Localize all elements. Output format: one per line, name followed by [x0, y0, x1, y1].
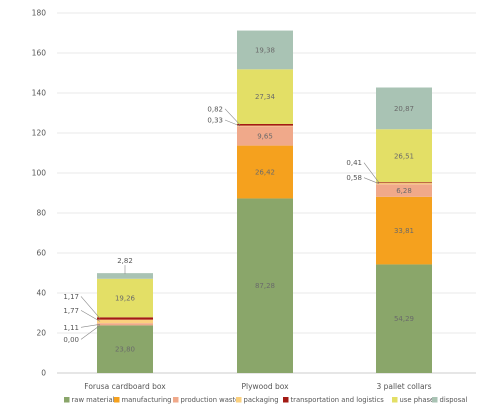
bar-segment — [97, 317, 153, 320]
bar-segment — [376, 196, 432, 265]
data-label: 0,33 — [207, 116, 223, 124]
data-label: 19,38 — [255, 46, 275, 54]
bar-segment — [97, 319, 153, 324]
legend-label: production waste — [181, 396, 240, 404]
y-axis: 0 20 40 60 80 100 120 140 160 180 — [32, 9, 47, 378]
bar-segment — [237, 124, 293, 126]
bars — [97, 30, 432, 373]
data-label: 54,29 — [394, 315, 414, 323]
legend-swatch — [64, 397, 70, 403]
y-tick-label: 0 — [41, 369, 46, 378]
data-label: 26,51 — [394, 152, 414, 160]
data-label: 33,81 — [394, 227, 414, 235]
data-label: 0,41 — [346, 159, 362, 167]
y-tick-label: 60 — [36, 249, 46, 258]
data-label: 0,58 — [346, 174, 362, 182]
data-label: 23,80 — [115, 346, 135, 354]
legend-swatch — [432, 397, 438, 403]
leader-line — [80, 325, 101, 340]
bar-segment — [237, 126, 293, 146]
leader-line — [80, 310, 101, 322]
x-category-label: Forusa cardboard box — [84, 382, 166, 391]
leader-line — [363, 177, 380, 184]
leader-line — [363, 162, 380, 183]
y-tick-label: 180 — [32, 9, 47, 18]
data-label: 6,28 — [396, 187, 412, 195]
x-axis: Forusa cardboard box Plywood box 3 pallet … — [84, 382, 431, 391]
legend: raw materials manufacturing production was… — [64, 396, 467, 404]
legend-swatch — [392, 397, 398, 403]
legend-label: transportation and logistics — [291, 396, 385, 404]
y-tick-label: 40 — [36, 289, 46, 298]
leader-line — [80, 296, 101, 319]
data-label: 1,77 — [63, 307, 79, 315]
y-tick-label: 80 — [36, 209, 46, 218]
bar-segment — [237, 125, 293, 127]
bar-segment — [237, 198, 293, 373]
bar-segment — [237, 145, 293, 199]
data-label: 20,87 — [394, 105, 414, 113]
bar-segment — [376, 264, 432, 373]
legend-label: disposal — [440, 396, 468, 404]
data-label: 2,82 — [117, 257, 133, 265]
data-label: 9,65 — [257, 132, 273, 140]
data-label: 0,00 — [63, 336, 79, 344]
legend-swatch — [173, 397, 179, 403]
data-labels: 23,80 0,00 1,11 1,77 1,17 19,26 2,82 87,28 26,42… — [63, 46, 414, 353]
y-tick-label: 120 — [32, 129, 47, 138]
legend-swatch — [236, 397, 242, 403]
y-tick-label: 20 — [36, 329, 46, 338]
data-label: 87,28 — [255, 282, 275, 290]
legend-swatch — [283, 397, 289, 403]
legend-label: manufacturing — [122, 396, 172, 404]
data-label: 19,26 — [115, 295, 136, 303]
bar-segment — [237, 30, 293, 70]
leader-line — [224, 108, 241, 126]
bar-segment — [97, 273, 153, 279]
bar-segment — [376, 182, 432, 184]
legend-label: packaging — [244, 396, 279, 404]
data-label: 0,82 — [207, 105, 223, 113]
bar-segment — [376, 183, 432, 185]
bar-segment — [237, 69, 293, 124]
legend-swatch — [114, 397, 120, 403]
bar-segment — [97, 278, 153, 318]
data-label: 1,17 — [63, 293, 79, 301]
y-tick-label: 100 — [32, 169, 47, 178]
y-tick-label: 140 — [32, 89, 47, 98]
data-label: 27,34 — [255, 93, 276, 101]
leader-line — [80, 323, 101, 328]
leader-line — [224, 119, 241, 127]
data-label: 1,11 — [63, 324, 79, 332]
data-label: 26,42 — [255, 169, 275, 177]
legend-label: raw materials — [72, 396, 119, 404]
x-category-label: Plywood box — [241, 382, 289, 391]
bar-segment — [376, 129, 432, 183]
bar-segment — [376, 184, 432, 197]
y-tick-label: 160 — [32, 49, 47, 58]
x-category-label: 3 pallet collars — [376, 382, 431, 391]
bar-segment — [97, 323, 153, 326]
legend-label: use phase — [400, 396, 435, 404]
bar-segment — [97, 325, 153, 373]
bar-segment — [376, 87, 432, 130]
